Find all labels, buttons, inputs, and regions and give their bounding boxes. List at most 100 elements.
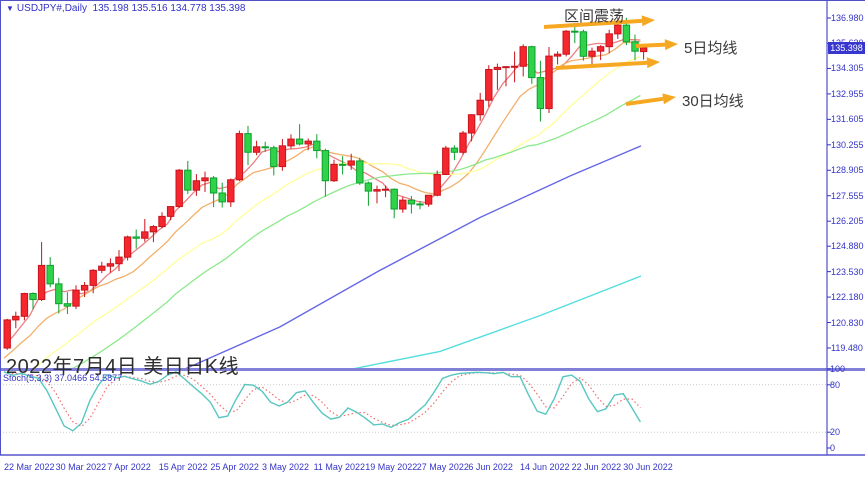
candle-body: [227, 179, 235, 203]
candle-body: [545, 55, 553, 110]
candle-body: [209, 177, 218, 194]
range-annotation-label: 区间震荡: [564, 8, 625, 25]
candle-body: [528, 46, 536, 79]
candle-body: [338, 163, 347, 166]
time-axis-label: 14 Jun 2022: [520, 462, 570, 472]
candle-body: [3, 319, 11, 349]
candle-body: [166, 206, 175, 217]
candle-body: [132, 236, 140, 239]
symbol-collapse-icon[interactable]: ▼: [6, 4, 14, 13]
ma30-line: [72, 94, 641, 368]
candle-body: [510, 65, 519, 68]
stoch-axis-label: 80: [830, 379, 841, 390]
candle-body: [304, 140, 312, 145]
candle-body: [244, 133, 252, 153]
candle-body: [37, 264, 46, 301]
candle-body: [46, 264, 54, 285]
candle-body: [493, 66, 502, 70]
price-axis-label: 136.980: [831, 13, 864, 23]
candle-body: [192, 180, 201, 191]
candle-body: [201, 177, 209, 182]
candle-body: [381, 188, 390, 191]
candle-body: [235, 133, 244, 181]
candle-body: [278, 145, 287, 168]
candle-body: [252, 146, 261, 153]
candle-body: [29, 293, 37, 301]
candle-body: [55, 283, 63, 305]
price-axis-label: 120.830: [831, 317, 864, 328]
candle-body: [605, 33, 613, 48]
candle-body: [571, 30, 579, 33]
candle-body: [72, 289, 80, 307]
candle-body: [295, 138, 304, 145]
price-axis-label: 132.955: [831, 88, 864, 99]
candle-body: [588, 50, 596, 57]
symbol-header: ▼ USDJPY#,Daily 135.198 135.516 134.778 1…: [6, 3, 245, 14]
symbol-name: USDJPY#,Daily: [16, 3, 87, 14]
ma5-annotation-label: 5日均线: [684, 40, 738, 57]
price-axis-label: 127.555: [831, 190, 864, 201]
ma5-pointer-arrow: [635, 39, 678, 51]
time-axis-label: 15 Apr 2022: [158, 462, 208, 472]
candle-body: [519, 46, 527, 67]
ma10-line: [3, 41, 641, 359]
price-axis-label: 119.480: [831, 343, 863, 353]
time-axis-label: 3 May 2022: [262, 462, 310, 472]
candle-body: [321, 150, 330, 182]
candle-body: [270, 147, 278, 168]
candle-body: [467, 114, 476, 134]
time-axis-label: 30 Mar 2022: [55, 462, 107, 472]
ma30-annotation-label: 30日均线: [682, 93, 744, 110]
ma-long-line: [353, 275, 642, 368]
candle-body: [596, 46, 605, 52]
candle-body: [390, 188, 398, 210]
candle-body: [89, 269, 97, 286]
indicator-values: 37.0466 54.5877: [54, 373, 123, 383]
candle-body: [639, 47, 648, 53]
candlestick-series: [3, 17, 648, 350]
candle-body: [347, 160, 355, 166]
price-axis-label: 131.605: [831, 114, 864, 125]
stoch-d-line: [3, 371, 641, 428]
candle-body: [485, 68, 493, 101]
candle-body: [149, 226, 158, 233]
candle-body: [313, 140, 321, 152]
candle-body: [459, 132, 467, 153]
range-top-arrow: [543, 15, 655, 29]
candle-body: [175, 169, 183, 208]
candle-body: [115, 256, 123, 265]
time-axis-label: 7 Apr 2022: [107, 462, 151, 472]
candle-body: [373, 189, 381, 192]
candle-body: [287, 138, 295, 147]
current-price-tag: 135.398: [828, 41, 865, 54]
candle-body: [502, 66, 510, 69]
candle-body: [141, 231, 149, 239]
time-axis-label: 22 Jun 2022: [571, 462, 622, 472]
stoch-axis-label: 20: [830, 427, 841, 438]
time-axis-label: 19 May 2022: [365, 462, 418, 472]
price-axis-label: 123.530: [831, 266, 864, 277]
candle-body: [184, 169, 192, 191]
time-axis-label: 22 Mar 2022: [4, 462, 55, 472]
candle-body: [356, 160, 364, 184]
panel-divider[interactable]: [0, 368, 865, 371]
candle-body: [98, 265, 106, 271]
candle-body: [106, 263, 115, 267]
candle-body: [12, 315, 20, 321]
candle-body: [261, 146, 269, 149]
price-axis-label: 124.880: [831, 241, 864, 252]
candle-body: [80, 284, 89, 291]
time-axis-label: 30 Jun 2022: [623, 462, 673, 472]
stochastic-indicator: [3, 371, 642, 432]
price-axis-label: 122.180: [831, 292, 864, 303]
candle-body: [553, 53, 562, 57]
time-axis-label: 25 Apr 2022: [210, 462, 259, 472]
price-axis-label: 126.205: [831, 216, 864, 227]
ma60-line: [185, 145, 642, 368]
symbol-ohlc-values: 135.198 135.516 134.778 135.398: [92, 3, 246, 14]
price-axis-label: 130.255: [831, 139, 864, 150]
price-axis-label: 128.905: [831, 165, 864, 176]
ma20-line: [34, 55, 641, 368]
